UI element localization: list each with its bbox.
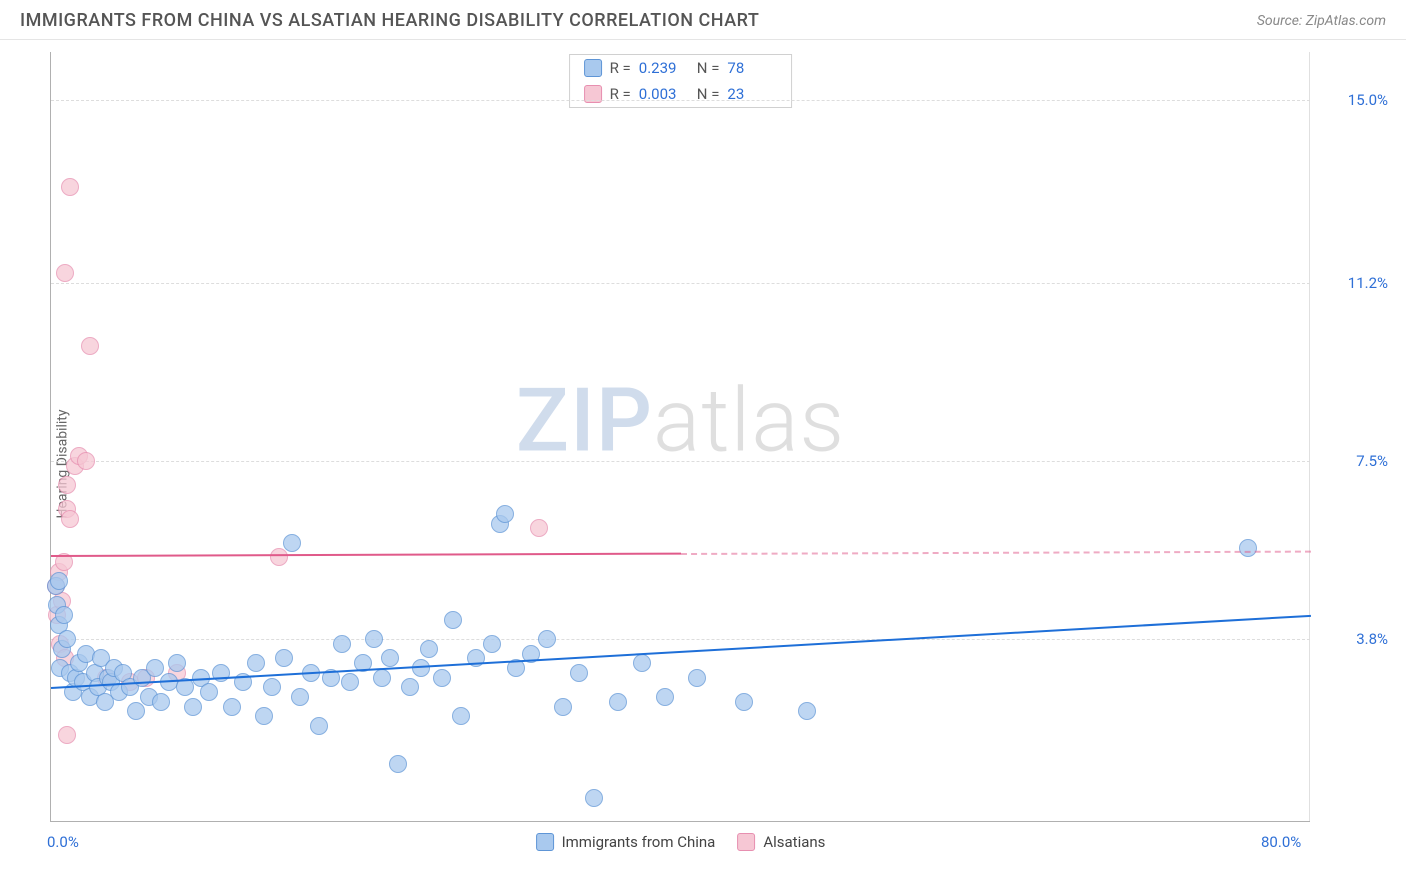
watermark: ZIPatlas — [516, 370, 845, 473]
data-point-china — [585, 789, 603, 807]
r-label: R = — [610, 59, 631, 77]
data-point-china — [420, 640, 438, 658]
data-point-china — [389, 755, 407, 773]
data-point-china — [570, 664, 588, 682]
swatch-alsatians-icon — [737, 833, 755, 851]
data-point-china — [127, 702, 145, 720]
trendline-alsatians-dashed — [681, 550, 1311, 554]
legend-item-china: Immigrants from China — [536, 833, 716, 851]
gridline — [51, 639, 1310, 640]
data-point-alsatians — [61, 178, 79, 196]
x-tick-label: 0.0% — [47, 833, 79, 851]
data-point-china — [633, 654, 651, 672]
data-point-china — [538, 630, 556, 648]
plot-container: Hearing Disability ZIPatlas R = 0.239 N … — [0, 40, 1406, 888]
chart-header: IMMIGRANTS FROM CHINA VS ALSATIAN HEARIN… — [0, 0, 1406, 40]
data-point-china — [483, 635, 501, 653]
data-point-china — [255, 707, 273, 725]
data-point-china — [1239, 539, 1257, 557]
data-point-alsatians — [270, 548, 288, 566]
data-point-china — [200, 683, 218, 701]
trendline-china — [51, 615, 1311, 689]
data-point-china — [247, 654, 265, 672]
legend-label-china: Immigrants from China — [562, 833, 716, 851]
data-point-alsatians — [77, 452, 95, 470]
r-value-china: 0.239 — [639, 59, 689, 77]
data-point-china — [373, 669, 391, 687]
data-point-china — [401, 678, 419, 696]
n-label: N = — [697, 59, 720, 77]
watermark-atlas: atlas — [653, 370, 845, 473]
data-point-china — [310, 717, 328, 735]
data-point-china — [452, 707, 470, 725]
data-point-alsatians — [61, 510, 79, 528]
data-point-alsatians — [56, 264, 74, 282]
data-point-china — [341, 673, 359, 691]
data-point-china — [444, 611, 462, 629]
data-point-china — [688, 669, 706, 687]
swatch-china-icon — [536, 833, 554, 851]
source-attribution: Source: ZipAtlas.com — [1257, 13, 1386, 29]
source-name: ZipAtlas.com — [1306, 13, 1386, 29]
y-tick-label: 3.8% — [1318, 630, 1388, 648]
source-prefix: Source: — [1257, 13, 1306, 29]
data-point-china — [263, 678, 281, 696]
data-point-china — [146, 659, 164, 677]
data-point-china — [381, 649, 399, 667]
data-point-china — [275, 649, 293, 667]
data-point-china — [798, 702, 816, 720]
data-point-china — [50, 572, 68, 590]
y-tick-label: 11.2% — [1318, 274, 1388, 292]
gridline — [51, 283, 1310, 284]
data-point-alsatians — [81, 337, 99, 355]
swatch-china-icon — [584, 59, 602, 77]
data-point-china — [223, 698, 241, 716]
y-tick-label: 15.0% — [1318, 91, 1388, 109]
data-point-alsatians — [530, 519, 548, 537]
legend-stats-row-alsatians: R = 0.003 N = 23 — [570, 81, 792, 107]
data-point-china — [168, 654, 186, 672]
trendline-alsatians — [51, 553, 681, 557]
data-point-china — [656, 688, 674, 706]
data-point-china — [283, 534, 301, 552]
plot-right-border — [1309, 52, 1310, 821]
data-point-china — [609, 693, 627, 711]
data-point-alsatians — [58, 476, 76, 494]
data-point-china — [152, 693, 170, 711]
legend-item-alsatians: Alsatians — [737, 833, 825, 851]
chart-title: IMMIGRANTS FROM CHINA VS ALSATIAN HEARIN… — [20, 10, 759, 31]
data-point-china — [735, 693, 753, 711]
watermark-zip: ZIP — [516, 370, 653, 473]
gridline — [51, 100, 1310, 101]
data-point-china — [55, 606, 73, 624]
x-tick-label: 80.0% — [1261, 833, 1301, 851]
scatter-plot: ZIPatlas R = 0.239 N = 78 R = 0.003 N = … — [50, 52, 1310, 822]
data-point-china — [333, 635, 351, 653]
data-point-china — [58, 630, 76, 648]
y-tick-label: 7.5% — [1318, 452, 1388, 470]
data-point-china — [554, 698, 572, 716]
data-point-china — [496, 505, 514, 523]
data-point-alsatians — [58, 726, 76, 744]
data-point-china — [433, 669, 451, 687]
n-value-china: 78 — [727, 59, 777, 77]
data-point-china — [365, 630, 383, 648]
data-point-china — [184, 698, 202, 716]
data-point-china — [291, 688, 309, 706]
legend-label-alsatians: Alsatians — [763, 833, 825, 851]
legend-stats-row-china: R = 0.239 N = 78 — [570, 55, 792, 81]
legend-series: Immigrants from China Alsatians — [536, 833, 826, 851]
gridline — [51, 461, 1310, 462]
